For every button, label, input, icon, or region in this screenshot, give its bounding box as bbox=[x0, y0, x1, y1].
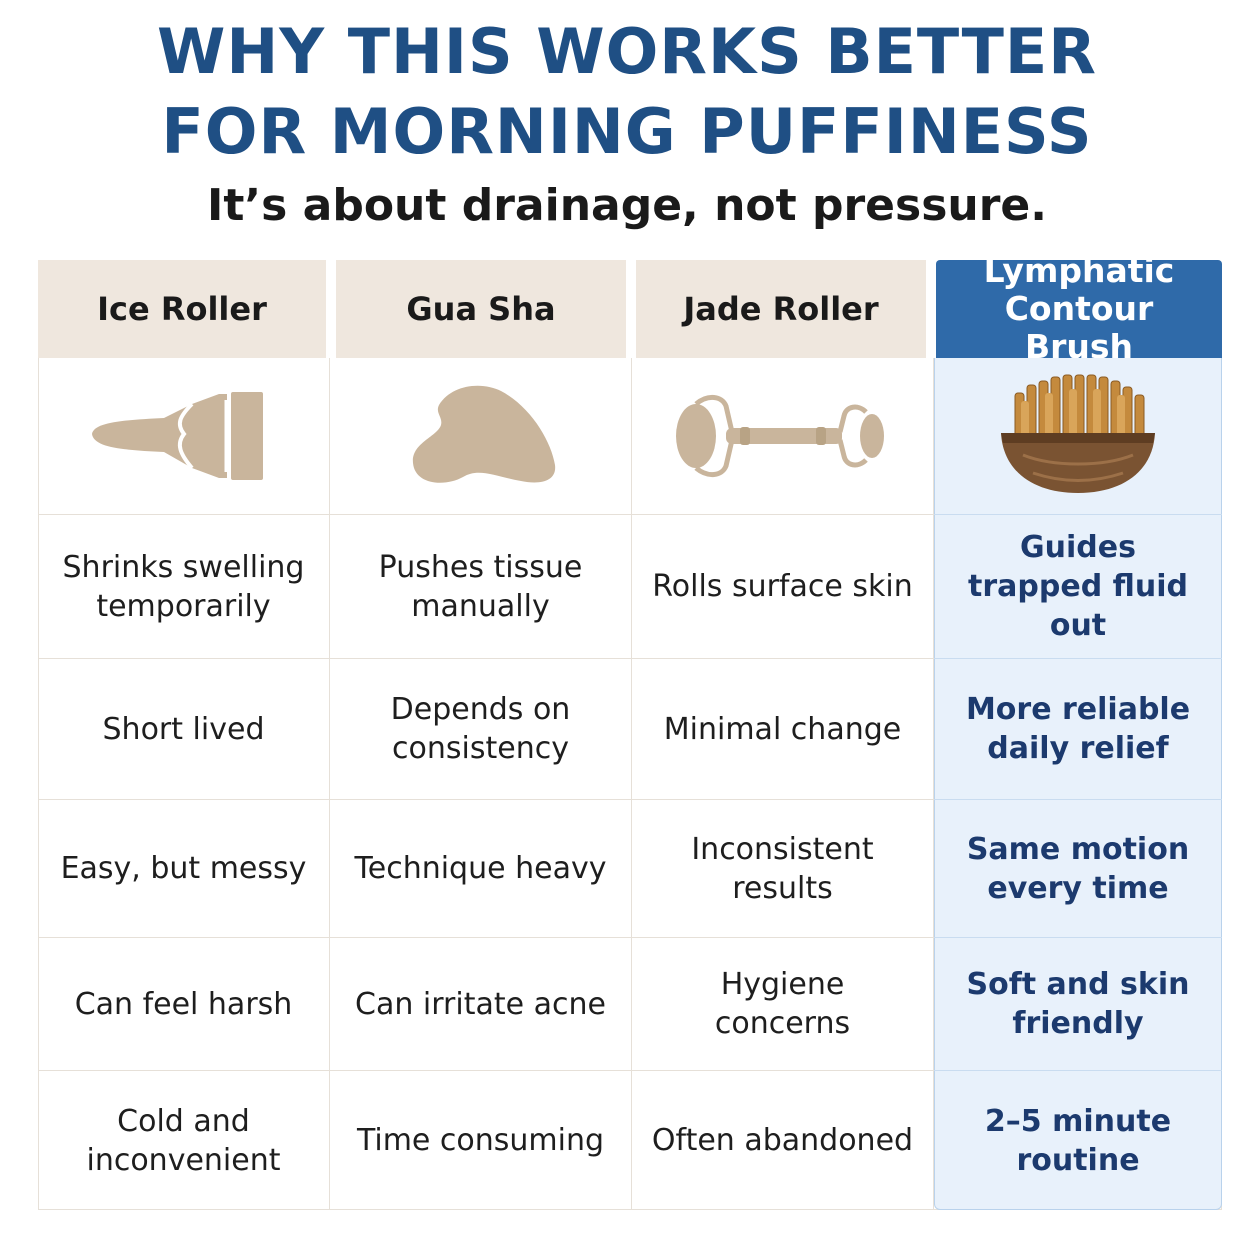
row-divider bbox=[38, 658, 1222, 659]
row-divider bbox=[934, 799, 1222, 800]
cell-jade-roller-r1: Rolls surface skin bbox=[652, 569, 913, 604]
cell-ice-roller-r4: Can feel harsh bbox=[74, 986, 293, 1022]
column-divider bbox=[933, 358, 934, 1210]
row-divider bbox=[934, 937, 1222, 938]
subtitle: It’s about drainage, not pressure. bbox=[207, 180, 1047, 231]
cell-gua-sha-r5: Time consuming bbox=[356, 1123, 605, 1158]
cell-contour-brush-r2: More reliable daily relief bbox=[965, 692, 1191, 766]
title-line-2: FOR MORNING PUFFINESS bbox=[161, 95, 1093, 168]
row-divider bbox=[38, 514, 1222, 515]
column-header-ice-roller: Ice Roller bbox=[38, 260, 326, 358]
cell-ice-roller-r2: Short lived bbox=[102, 711, 265, 747]
row-divider bbox=[38, 937, 1222, 938]
row-divider bbox=[38, 1070, 1222, 1071]
cell-contour-brush-r4: Soft and skin friendly bbox=[966, 967, 1190, 1041]
column-header-contour-brush: Lymphatic Contour Brush bbox=[936, 252, 1222, 366]
row-divider bbox=[934, 514, 1222, 515]
row-divider bbox=[38, 799, 1222, 800]
cell-gua-sha-r2: Depends on consistency bbox=[390, 692, 571, 766]
cell-jade-roller-r3: Inconsistent results bbox=[691, 831, 874, 906]
jade-roller-icon bbox=[632, 358, 933, 514]
ice-roller-icon bbox=[38, 358, 329, 514]
cell-contour-brush-r1: Guides trapped fluid out bbox=[968, 530, 1188, 643]
highlight-column bbox=[934, 358, 1222, 1210]
cell-contour-brush-r5: 2–5 minute routine bbox=[984, 1103, 1172, 1178]
cell-ice-roller-r5: Cold and inconvenient bbox=[86, 1103, 281, 1178]
cell-jade-roller-r2: Minimal change bbox=[663, 711, 902, 747]
cell-gua-sha-r3: Technique heavy bbox=[354, 851, 607, 886]
cell-contour-brush-r3: Same motion every time bbox=[966, 831, 1190, 906]
title-line-1: WHY THIS WORKS BETTER bbox=[156, 15, 1098, 88]
row-divider bbox=[934, 658, 1222, 659]
column-divider bbox=[631, 358, 632, 1210]
comparison-table: Ice Roller Gua Sha Jade Roller Lymphatic… bbox=[38, 252, 1222, 1210]
cell-gua-sha-r4: Can irritate acne bbox=[355, 986, 606, 1022]
column-header-jade-roller: Jade Roller bbox=[636, 260, 926, 358]
row-divider bbox=[934, 1070, 1222, 1071]
cell-ice-roller-r3: Easy, but messy bbox=[60, 851, 307, 886]
cell-ice-roller-r1: Shrinks swelling temporarily bbox=[62, 549, 305, 624]
cell-jade-roller-r5: Often abandoned bbox=[651, 1123, 914, 1158]
contour-brush-icon bbox=[934, 358, 1222, 514]
cell-gua-sha-r1: Pushes tissue manually bbox=[378, 549, 583, 624]
column-divider bbox=[329, 358, 330, 1210]
cell-jade-roller-r4: Hygiene concerns bbox=[714, 967, 851, 1041]
gua-sha-icon bbox=[330, 358, 631, 514]
column-header-gua-sha: Gua Sha bbox=[336, 260, 626, 358]
